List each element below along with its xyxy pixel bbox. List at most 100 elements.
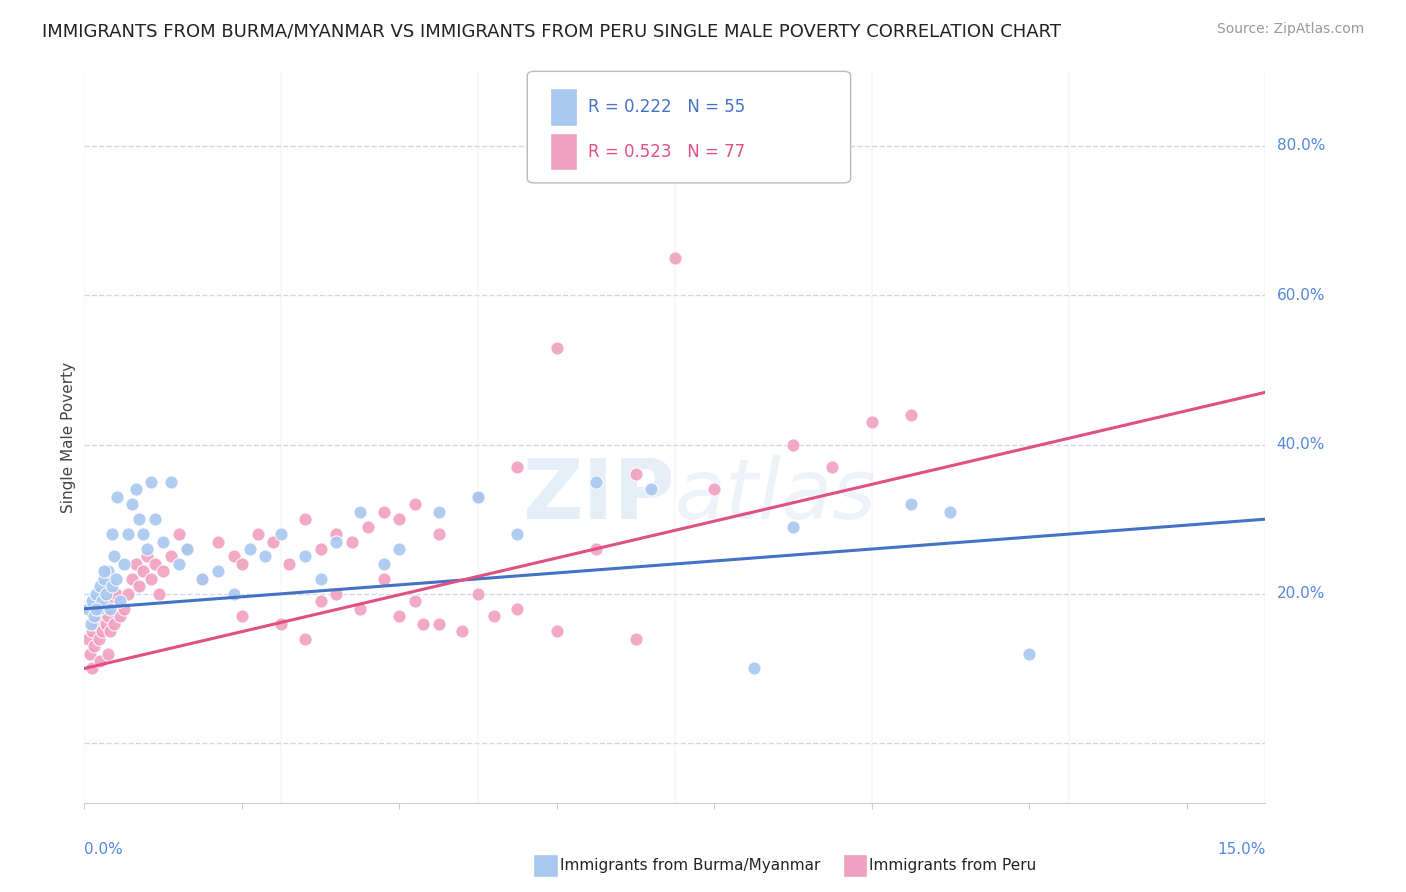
Point [239, 542, 262, 557]
Point [128, 579, 150, 593]
Point [103, 549, 125, 564]
Point [101, 527, 124, 541]
Point [97, 609, 120, 624]
Point [900, 408, 922, 422]
Point [82, 594, 104, 608]
Point [108, 609, 131, 624]
Text: 60.0%: 60.0% [1277, 288, 1324, 302]
Point [373, 572, 395, 586]
Point [546, 341, 568, 355]
Point [703, 483, 725, 497]
Point [222, 549, 245, 564]
Point [546, 624, 568, 639]
Point [101, 579, 124, 593]
Point [121, 497, 143, 511]
Point [451, 624, 474, 639]
Point [90, 594, 112, 608]
Point [624, 632, 647, 646]
Point [294, 549, 316, 564]
Point [82, 661, 104, 675]
Point [89, 579, 111, 593]
Point [467, 490, 489, 504]
Point [98, 601, 121, 615]
Point [87, 632, 110, 646]
Point [207, 534, 229, 549]
Point [270, 616, 292, 631]
Point [191, 572, 214, 586]
Point [84, 601, 107, 615]
Y-axis label: Single Male Poverty: Single Male Poverty [60, 361, 76, 513]
Point [128, 512, 150, 526]
Text: 0.0%: 0.0% [84, 842, 124, 856]
Text: R = 0.222   N = 55: R = 0.222 N = 55 [588, 98, 745, 116]
Point [104, 572, 127, 586]
Text: 20.0%: 20.0% [1277, 586, 1324, 601]
Point [160, 549, 183, 564]
Point [143, 557, 166, 571]
Point [388, 512, 411, 526]
Point [309, 594, 332, 608]
Point [640, 483, 662, 497]
Point [782, 437, 804, 451]
Point [900, 497, 922, 511]
Point [373, 505, 395, 519]
Text: R = 0.523   N = 77: R = 0.523 N = 77 [588, 143, 745, 161]
Point [84, 616, 107, 631]
Point [148, 587, 170, 601]
Point [624, 467, 647, 482]
Point [860, 415, 883, 429]
Point [96, 587, 118, 601]
Point [121, 572, 143, 586]
Point [231, 609, 253, 624]
Point [404, 497, 426, 511]
Point [821, 459, 844, 474]
Point [782, 519, 804, 533]
Point [141, 475, 163, 489]
Point [467, 490, 489, 504]
Point [160, 475, 183, 489]
Point [231, 557, 253, 571]
Point [83, 609, 105, 624]
Point [294, 632, 316, 646]
Point [107, 490, 129, 504]
Point [427, 527, 450, 541]
Point [108, 594, 131, 608]
Text: atlas: atlas [675, 455, 876, 536]
Point [1018, 647, 1040, 661]
Text: IMMIGRANTS FROM BURMA/MYANMAR VS IMMIGRANTS FROM PERU SINGLE MALE POVERTY CORREL: IMMIGRANTS FROM BURMA/MYANMAR VS IMMIGRA… [42, 22, 1062, 40]
Point [112, 557, 135, 571]
Point [388, 542, 411, 557]
Point [176, 542, 198, 557]
Point [136, 542, 159, 557]
Point [82, 624, 104, 639]
Point [176, 542, 198, 557]
Point [222, 587, 245, 601]
Point [427, 616, 450, 631]
Point [467, 587, 489, 601]
Point [132, 527, 155, 541]
Point [93, 565, 115, 579]
Point [254, 549, 277, 564]
Point [104, 587, 127, 601]
Point [262, 534, 284, 549]
Text: ZIP: ZIP [523, 455, 675, 536]
Text: Source: ZipAtlas.com: Source: ZipAtlas.com [1216, 22, 1364, 37]
Point [90, 624, 112, 639]
Point [141, 572, 163, 586]
Point [77, 632, 100, 646]
Text: 40.0%: 40.0% [1277, 437, 1324, 452]
Point [412, 616, 434, 631]
Point [270, 527, 292, 541]
Point [132, 565, 155, 579]
Point [87, 601, 110, 615]
Point [89, 654, 111, 668]
Point [404, 594, 426, 608]
Point [79, 616, 101, 631]
Point [325, 527, 347, 541]
Point [506, 601, 529, 615]
Text: 80.0%: 80.0% [1277, 138, 1324, 153]
Point [89, 609, 111, 624]
Point [98, 624, 121, 639]
Point [585, 475, 607, 489]
Point [482, 609, 505, 624]
